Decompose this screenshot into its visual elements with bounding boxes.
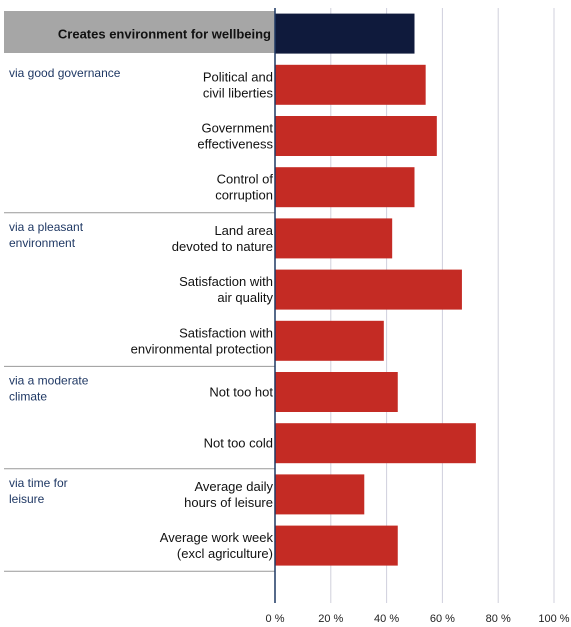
bar-0-2 — [275, 167, 415, 208]
group-label-1: via a pleasant environment — [9, 220, 84, 250]
category-label-1-1: Satisfaction with air quality — [179, 274, 273, 305]
category-label-0-2: Control of corruption — [215, 172, 273, 203]
bar-0-0 — [275, 64, 426, 105]
group-label-2: via a moderate climate — [9, 373, 89, 403]
bar-1-1 — [275, 269, 462, 310]
category-label-0-1: Government effectiveness — [197, 121, 273, 152]
category-label-2-1: Not too cold — [204, 436, 273, 451]
x-tick-label-40: 40 % — [374, 613, 399, 625]
bar-header — [275, 13, 415, 54]
header-background — [4, 11, 275, 53]
x-tick-label-20: 20 % — [318, 613, 343, 625]
x-tick-label-60: 60 % — [430, 613, 455, 625]
x-tick-label-80: 80 % — [486, 613, 511, 625]
bar-1-0 — [275, 218, 393, 259]
category-label-1-0: Land area devoted to nature — [172, 223, 274, 254]
category-label-1-2: Satisfaction with environmental protectio… — [131, 325, 273, 356]
x-tick-label-0: 0 % — [266, 613, 285, 625]
bar-0-1 — [275, 116, 437, 156]
bar-3-0 — [275, 474, 365, 515]
bar-2-0 — [275, 372, 398, 412]
bar-2-1 — [275, 423, 476, 464]
category-label-3-0: Average daily hours of leisure — [184, 479, 273, 510]
x-tick-label-100: 100 % — [538, 613, 569, 625]
category-label-0-0: Political and civil liberties — [203, 69, 274, 100]
category-label-3-1: Average work week (excl agriculture) — [160, 530, 274, 561]
group-label-3: via time for leisure — [9, 476, 68, 506]
bar-3-1 — [275, 525, 398, 566]
category-label-2-0: Not too hot — [209, 385, 273, 400]
header-label: Creates environment for wellbeing — [58, 27, 271, 42]
bar-1-2 — [275, 320, 384, 361]
group-label-0: via good governance — [9, 66, 121, 80]
